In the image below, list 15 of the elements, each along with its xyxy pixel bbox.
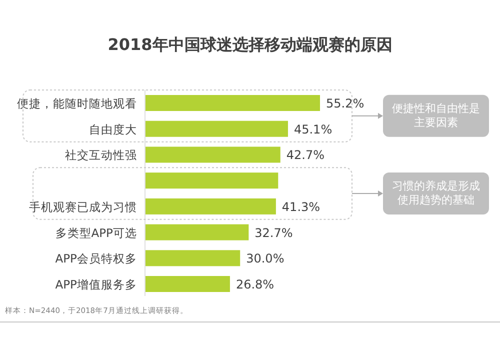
- text: 便捷性和自由性是主要因素: [392, 102, 480, 129]
- title: 2018年中国球迷选择移动端观赛的原因: [108, 35, 392, 54]
- data-label: 32.7%: [254, 226, 293, 240]
- y-tick-label: APP增值服务多: [55, 278, 137, 292]
- data-label: 41.3%: [282, 200, 320, 214]
- data-label: 45.1%: [294, 122, 332, 136]
- data-label: 30.0%: [246, 252, 284, 266]
- y-tick-label: 自由度大: [89, 122, 137, 136]
- y-tick-label: APP会员特权多: [55, 252, 137, 266]
- data-label: 42.7%: [286, 148, 324, 162]
- y-tick-label: 社交互动性强: [65, 148, 137, 162]
- y-tick-label: 多类型APP可选: [55, 226, 137, 240]
- data-label: 26.8%: [236, 278, 274, 292]
- data-label: 55.2%: [326, 96, 364, 110]
- text: 习惯的养成是形成使用趋势的基础: [392, 180, 480, 206]
